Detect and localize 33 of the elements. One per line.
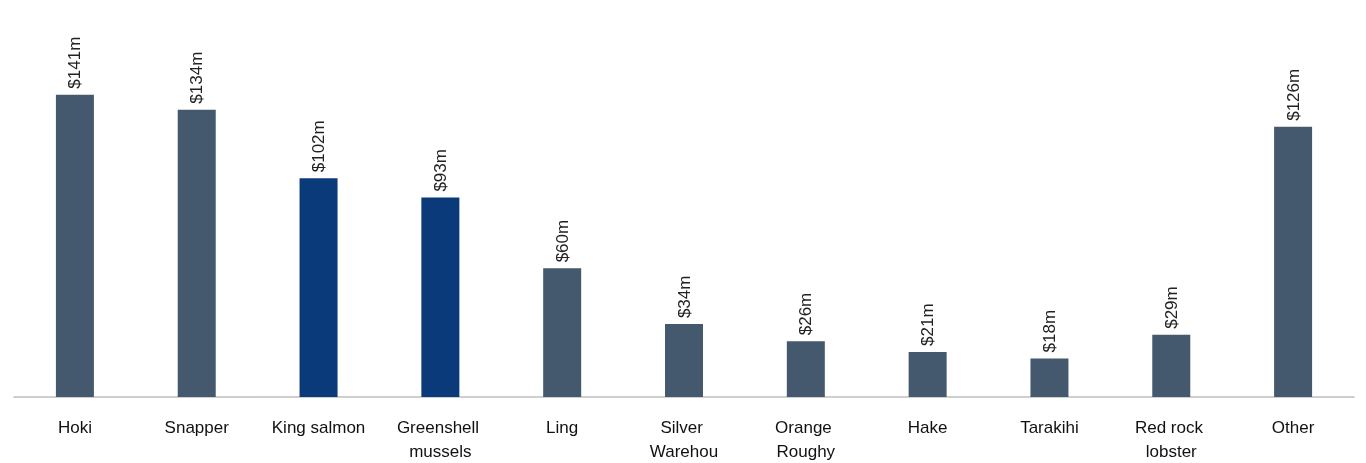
data-label: $102m <box>309 120 329 173</box>
bar <box>908 351 947 397</box>
data-label: $18m <box>1039 309 1059 353</box>
data-label: $126m <box>1283 68 1303 121</box>
bar <box>1274 126 1313 397</box>
bar <box>421 197 460 397</box>
x-tick-label: Red rock lobster <box>1134 417 1208 461</box>
x-tick-label: Hoki <box>57 417 92 437</box>
bar <box>177 109 216 397</box>
x-tick-label: Greenshell mussels <box>396 417 484 461</box>
bar <box>1030 358 1069 397</box>
bar <box>1152 334 1191 397</box>
x-tick-label: King salmon <box>271 417 366 437</box>
x-tick-label: Ling <box>546 417 579 437</box>
data-label: $60m <box>552 219 572 263</box>
x-tick-label: Other <box>1271 417 1315 437</box>
bar <box>55 94 94 397</box>
data-label: $134m <box>187 51 207 104</box>
data-label: $21m <box>918 303 938 346</box>
data-label: $141m <box>65 36 85 89</box>
x-tick-label: Silver Warehou <box>649 417 719 461</box>
bar <box>543 268 582 397</box>
x-tick-label: Tarakihi <box>1020 417 1079 437</box>
data-label: $29m <box>1161 286 1181 329</box>
x-tick-label: Orange Roughy <box>775 417 837 461</box>
x-tick-label: Snapper <box>164 417 230 437</box>
bar <box>299 178 338 397</box>
data-label: $26m <box>796 292 816 336</box>
x-tick-label: Hake <box>907 417 948 437</box>
bar <box>786 341 825 397</box>
data-label: $93m <box>430 149 450 192</box>
data-label: $34m <box>674 275 694 319</box>
bar <box>665 324 703 397</box>
